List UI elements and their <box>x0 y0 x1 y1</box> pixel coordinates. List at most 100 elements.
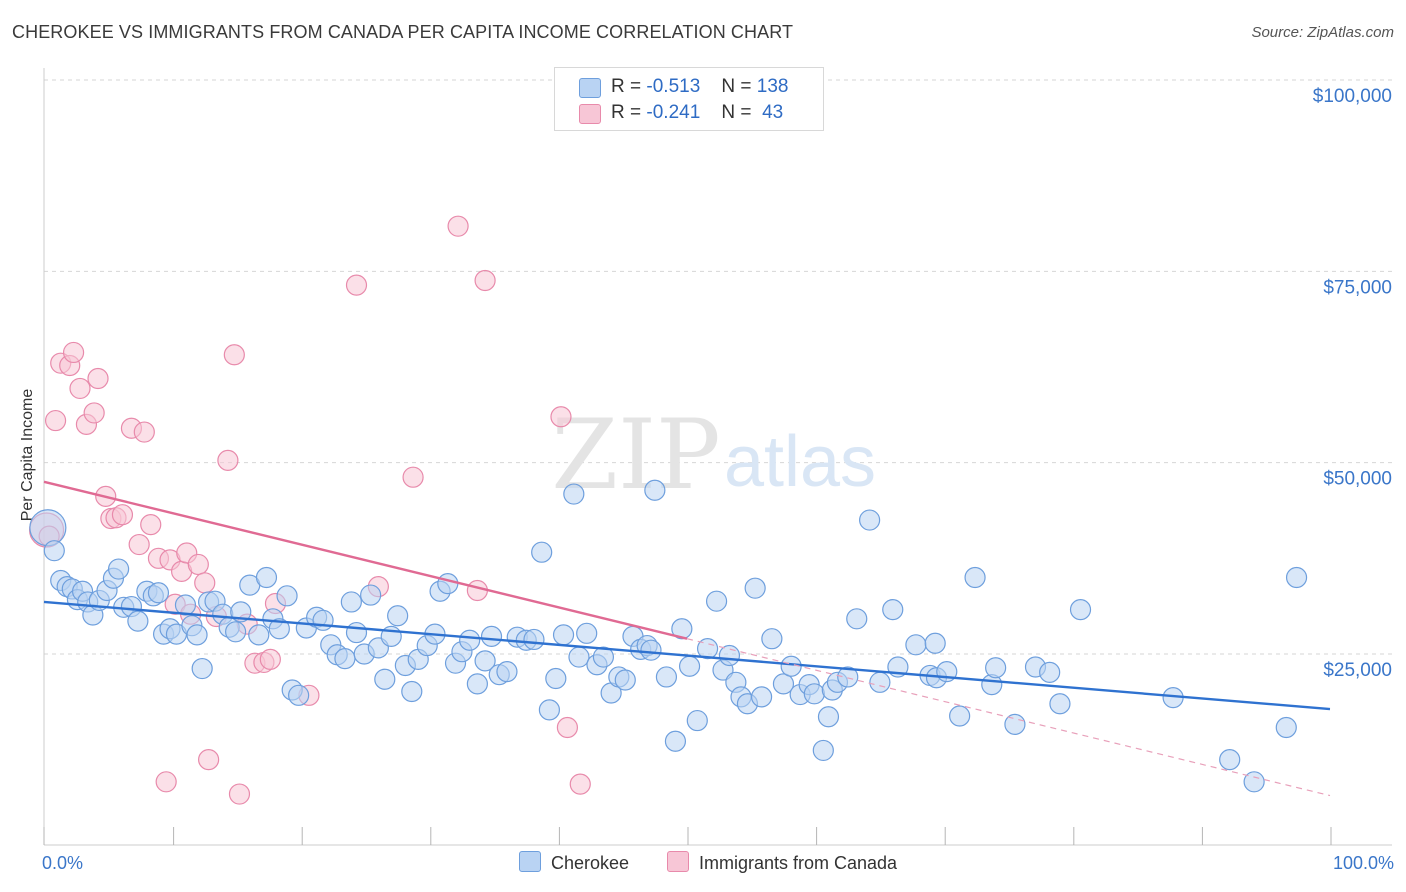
data-point <box>194 572 216 594</box>
data-point <box>474 650 496 672</box>
data-point <box>402 466 424 488</box>
data-point <box>312 609 334 631</box>
data-point <box>846 608 868 630</box>
data-point <box>223 344 245 366</box>
data-point <box>174 594 197 616</box>
data-point <box>812 739 834 762</box>
y-tick-label: $100,000 <box>1313 86 1392 107</box>
data-point <box>334 647 356 670</box>
immigrants-legend-swatch <box>667 851 689 872</box>
data-point <box>401 680 423 703</box>
watermark-atlas: atlas <box>724 422 876 502</box>
data-point <box>538 699 560 721</box>
cherokee-swatch <box>579 78 601 98</box>
data-point <box>614 669 636 691</box>
gridlines <box>44 79 1392 655</box>
data-point <box>62 341 85 364</box>
data-point <box>83 402 105 424</box>
data-point <box>191 657 213 680</box>
data-point <box>198 749 220 771</box>
data-point <box>772 673 795 695</box>
trend-lines <box>43 480 1331 797</box>
data-point <box>1039 661 1061 683</box>
data-point <box>155 771 177 793</box>
data-point <box>696 638 719 660</box>
chart-title: CHEROKEE VS IMMIGRANTS FROM CANADA PER C… <box>12 22 794 42</box>
data-point <box>718 644 741 667</box>
data-point <box>288 684 310 706</box>
data-point <box>133 421 155 443</box>
y-tick-labels: $25,000 $50,000 $75,000 $100,000 <box>1313 86 1392 681</box>
data-point <box>387 605 409 627</box>
immigrants-swatch <box>579 104 601 124</box>
data-point <box>905 634 927 656</box>
data-point <box>869 671 891 693</box>
data-point <box>556 716 579 739</box>
y-tick-label: $75,000 <box>1323 277 1392 298</box>
data-point <box>345 621 368 644</box>
data-point <box>552 624 575 646</box>
data-point <box>924 632 946 654</box>
data-point <box>360 584 382 606</box>
data-point <box>69 377 91 400</box>
data-point <box>545 667 567 690</box>
immigrants-trend-line <box>43 480 688 640</box>
data-point <box>248 624 270 646</box>
data-point <box>474 269 496 292</box>
data-point <box>107 558 130 580</box>
legend-item-cherokee: Cherokee <box>519 851 629 874</box>
data-point <box>225 621 247 643</box>
data-point <box>111 504 134 526</box>
data-point <box>480 625 503 647</box>
r-label: R = <box>611 102 642 123</box>
data-point <box>340 591 362 613</box>
data-point <box>550 406 572 428</box>
data-point <box>644 479 666 501</box>
data-point <box>147 582 170 604</box>
data-point <box>228 783 251 805</box>
data-point <box>882 599 904 621</box>
data-point <box>837 666 859 688</box>
data-point <box>496 661 518 683</box>
data-point <box>1275 716 1297 739</box>
data-point <box>803 683 825 705</box>
data-point <box>1285 566 1308 589</box>
data-point <box>447 215 469 237</box>
x-max-label: 100.0% <box>1332 853 1394 873</box>
data-point <box>705 590 728 612</box>
data-point <box>686 709 708 732</box>
data-point <box>128 533 150 556</box>
data-point <box>985 657 1007 679</box>
data-point <box>568 646 590 668</box>
data-point <box>531 541 553 563</box>
data-point <box>127 610 149 632</box>
data-point <box>1049 693 1071 715</box>
data-point <box>276 585 298 607</box>
data-point <box>1219 749 1241 771</box>
data-point <box>949 705 971 727</box>
data-point <box>1069 599 1092 621</box>
immigrants-trend-extension <box>686 638 1331 797</box>
data-point <box>664 730 687 752</box>
data-point <box>44 409 67 432</box>
data-point <box>655 666 678 688</box>
data-point <box>345 274 368 296</box>
data-point <box>640 639 662 661</box>
data-point <box>29 509 67 547</box>
series-cherokee <box>29 479 1308 793</box>
data-point <box>671 618 693 640</box>
source-label: Source: ZipAtlas.com <box>1251 24 1394 41</box>
data-point <box>859 509 881 531</box>
data-point <box>592 646 615 668</box>
data-point <box>374 668 396 690</box>
n-label: N = <box>721 76 752 97</box>
immigrants-legend-label: Immigrants from Canada <box>699 853 898 873</box>
series-immigrants-from-canada <box>28 215 591 805</box>
cherokee-r-value: -0.513 <box>646 76 701 97</box>
data-point <box>576 622 598 644</box>
data-point <box>140 514 162 536</box>
data-point <box>744 577 766 599</box>
data-point <box>761 628 783 650</box>
data-point <box>563 483 585 505</box>
